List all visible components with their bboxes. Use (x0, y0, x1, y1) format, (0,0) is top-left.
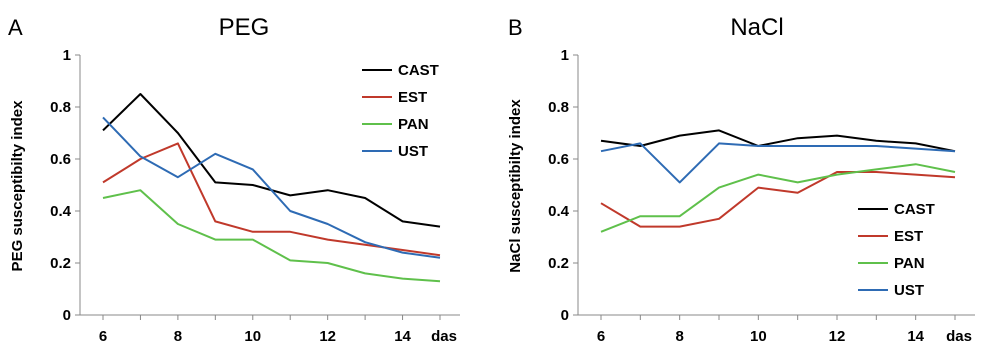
series-line-est (600, 171, 956, 228)
x-tick-label: 10 (244, 328, 261, 345)
y-tick-label: 0.6 (50, 151, 71, 168)
chart-panel-a: A PEG PEG susceptibilty index 0 0.2 0.4 0.6… (8, 14, 460, 345)
panel-letter: A (8, 15, 23, 40)
x-axis-label: das (431, 328, 457, 345)
y-tick-label: 0.6 (548, 151, 569, 168)
x-tick-label: 6 (597, 328, 605, 345)
chart-panel-b: B NaCl NaCl susceptibilty index 0 0.2 0.4 0… (507, 14, 975, 345)
series-line-ust (102, 116, 441, 259)
x-tick-label: 14 (394, 328, 411, 345)
y-tick-label: 0.2 (50, 255, 71, 272)
y-axis-label: NaCl susceptibilty index (507, 99, 524, 273)
legend-label: EST (398, 89, 427, 106)
y-tick-label: 0.4 (548, 203, 570, 220)
legend-label: PAN (894, 255, 925, 272)
series-line-pan (600, 163, 956, 233)
y-tick-label: 0.2 (548, 255, 569, 272)
legend-label: CAST (894, 201, 935, 218)
legend-label: CAST (398, 62, 439, 79)
x-tick-label: 12 (829, 328, 846, 345)
series-line-est (102, 142, 441, 257)
y-tick-label: 0.4 (50, 203, 72, 220)
y-tick-label: 1 (561, 47, 569, 64)
chart-title: PEG (219, 14, 270, 41)
series-line-cast (600, 129, 956, 153)
x-tick-label: 6 (99, 328, 107, 345)
series-line-pan (102, 189, 441, 283)
chart-title: NaCl (730, 14, 783, 41)
legend-label: UST (894, 282, 924, 299)
legend-label: UST (398, 143, 428, 160)
x-axis-label: das (946, 328, 972, 345)
y-axis-label: PEG susceptibilty index (9, 100, 26, 272)
series-line-ust (600, 142, 956, 184)
y-tick-label: 1 (63, 47, 71, 64)
y-tick-label: 0 (63, 307, 71, 324)
x-tick-label: 8 (675, 328, 683, 345)
y-tick-label: 0.8 (548, 99, 569, 116)
legend-label: EST (894, 228, 923, 245)
x-tick-label: 14 (907, 328, 924, 345)
y-tick-label: 0.8 (50, 99, 71, 116)
x-tick-label: 8 (174, 328, 182, 345)
panel-letter: B (508, 15, 523, 40)
y-tick-label: 0 (561, 307, 569, 324)
series-line-cast (102, 93, 441, 228)
x-tick-label: 12 (319, 328, 336, 345)
x-tick-label: 10 (750, 328, 767, 345)
legend-label: PAN (398, 116, 429, 133)
